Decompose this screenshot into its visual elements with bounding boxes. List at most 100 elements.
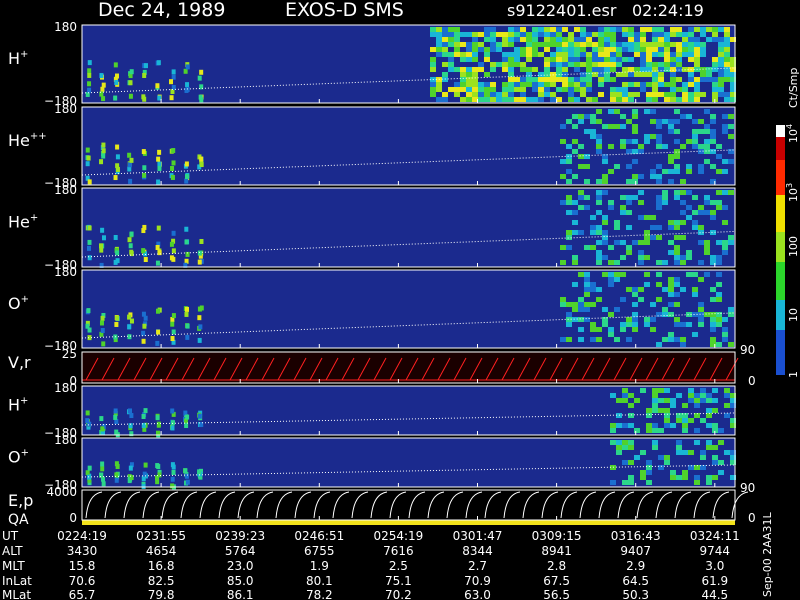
spectrogram-cell [682, 475, 688, 480]
spectrogram-cell [560, 174, 566, 179]
spectrogram-cell [184, 239, 189, 245]
spectrogram-cell [656, 235, 662, 240]
spectrogram-cell [156, 421, 161, 427]
spectrogram-cell [514, 57, 520, 62]
spectrogram-cell [532, 87, 538, 92]
spectrogram-cell [710, 210, 716, 215]
spectrogram-cell [730, 398, 736, 403]
spectrogram-cell [448, 32, 454, 37]
spectrogram-cell [638, 260, 644, 265]
spectrogram-cell [572, 255, 578, 260]
spectrogram-cell [143, 63, 148, 69]
spectrogram-cell [155, 430, 160, 436]
spectrogram-cell [658, 42, 664, 47]
spectrogram-cell [616, 92, 622, 97]
spectrogram-cell [680, 179, 686, 184]
spectrogram-cell [634, 67, 640, 72]
spectrogram-cell [101, 312, 106, 318]
spectrogram-cell [466, 72, 472, 77]
spectrogram-cell [622, 67, 628, 72]
spectrogram-cell [448, 27, 454, 32]
spectrogram-cell [185, 251, 190, 257]
spectrogram-cell [184, 226, 189, 232]
spectrogram-cell [670, 475, 676, 480]
spectrogram-cell [730, 418, 736, 423]
spectrogram-cell [724, 27, 730, 32]
spectrogram-cell [722, 124, 728, 129]
spectrogram-cell [602, 317, 608, 322]
colorbar-label: 100 [787, 236, 800, 257]
spectrogram-cell [694, 440, 700, 445]
spectrogram-cell [676, 62, 682, 67]
spectrogram-cell [538, 82, 544, 87]
spectrogram-cell [722, 205, 728, 210]
spectrogram-cell [676, 42, 682, 47]
spectrogram-cell [680, 235, 686, 240]
spectrogram-cell [550, 32, 556, 37]
spectrogram-cell [712, 62, 718, 67]
trace-line [81, 149, 736, 176]
spectrogram-cell [128, 408, 133, 414]
spectrogram-cell [143, 462, 148, 468]
spectrogram-cell [532, 52, 538, 57]
spectrogram-cell [442, 47, 448, 52]
spectrogram-cell [574, 67, 580, 72]
spectrogram-cell [632, 327, 638, 332]
spectrogram-cell [602, 179, 608, 184]
spectrogram-cell [448, 42, 454, 47]
spectrogram-cell [722, 327, 728, 332]
spectrogram-cell [652, 97, 658, 102]
spectrogram-cell [674, 260, 680, 265]
spectrogram-cell [101, 476, 106, 482]
spectrogram-cell [520, 82, 526, 87]
spectrogram-cell [496, 97, 502, 102]
spectrogram-cell [658, 37, 664, 42]
table-cell: 5764 [225, 544, 256, 558]
panel-label: V,r [8, 353, 31, 372]
table-cell: 0324:11 [690, 529, 740, 543]
spectrogram-cell [514, 97, 520, 102]
spectrogram-cell [113, 76, 118, 82]
spectrogram-cell [574, 47, 580, 52]
spectrogram-cell [184, 258, 189, 264]
spectrogram-cell [556, 42, 562, 47]
spectrogram-cell [538, 72, 544, 77]
panel-label: O+ [8, 294, 29, 313]
spectrogram-cell [692, 139, 698, 144]
spectrogram-cell [115, 258, 120, 264]
spectrogram-cell [538, 27, 544, 32]
spectrogram-cell [634, 72, 640, 77]
table-cell: 70.2 [385, 588, 412, 600]
spectrogram-cell [616, 57, 622, 62]
spectrogram-cell [722, 317, 728, 322]
spectrogram-cell [99, 320, 104, 326]
spectrogram-cell [662, 337, 668, 342]
spectrogram-cell [454, 37, 460, 42]
spectrogram-cell [578, 327, 584, 332]
spectrogram-cell [716, 190, 722, 195]
spectrogram-cell [646, 408, 652, 413]
y-tick-label: −180 [44, 426, 77, 440]
spectrogram-cell [632, 124, 638, 129]
colorbar-segment [776, 330, 785, 375]
spectrogram-cell [616, 72, 622, 77]
spectrogram-cell [628, 47, 634, 52]
spectrogram-cell [526, 97, 532, 102]
spectrogram-cell [706, 423, 712, 428]
spectrogram-cell [622, 27, 628, 32]
spectrogram-cell [100, 315, 105, 321]
spectrogram-cell [670, 72, 676, 77]
spectrogram-cell [644, 240, 650, 245]
spectrogram-cell [662, 312, 668, 317]
spectrogram-cell [668, 220, 674, 225]
spectrogram-cell [114, 477, 119, 483]
spectrogram-cell [692, 292, 698, 297]
spectrogram-cell [674, 302, 680, 307]
spectrogram-cell [155, 415, 160, 421]
spectrogram-cell [114, 321, 119, 327]
spectrogram-cell [574, 77, 580, 82]
spectrogram-cell [676, 32, 682, 37]
spectrogram-cell [502, 52, 508, 57]
spectrogram-cell [668, 129, 674, 134]
spectrogram-cell [101, 153, 106, 159]
